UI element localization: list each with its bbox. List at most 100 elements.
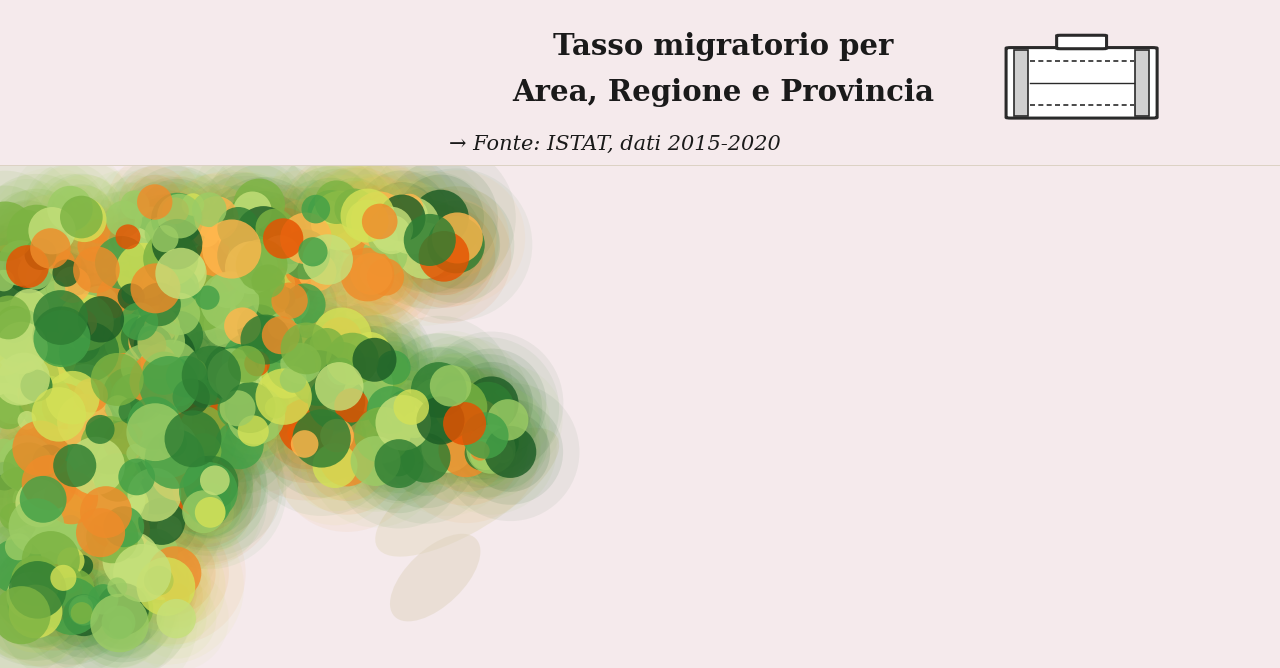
Point [375,272,396,283]
Point [392,212,412,223]
Point [79,347,100,357]
Point [246,410,266,421]
Point [183,199,204,210]
Point [178,263,198,274]
Point [0,342,14,353]
Point [329,381,349,391]
Point [252,402,273,413]
Point [145,283,165,294]
Point [124,200,145,210]
Point [332,332,352,343]
Point [401,401,421,412]
Point [280,248,301,259]
Point [65,479,86,490]
Point [271,337,292,348]
Point [260,292,280,303]
Point [60,556,81,566]
Point [41,501,61,512]
Point [316,340,337,351]
Point [93,594,114,605]
Point [49,468,69,478]
Point [154,368,174,379]
Point [74,605,95,615]
Point [69,492,90,502]
Point [86,265,106,275]
Point [40,352,60,363]
Point [242,255,262,265]
Point [243,426,264,436]
Point [114,522,134,532]
Point [24,600,45,611]
Point [498,415,518,426]
Point [230,232,251,243]
Point [166,613,187,624]
Point [451,401,471,412]
Point [113,375,133,386]
Point [102,413,123,424]
Point [151,516,172,527]
Point [481,398,502,409]
Point [160,253,180,264]
Point [375,272,396,283]
Point [102,519,123,530]
Point [296,343,316,354]
Point [246,410,266,421]
Point [383,362,403,373]
Point [70,338,91,349]
Point [279,295,300,306]
Point [119,603,140,614]
Point [151,337,172,347]
Point [370,216,390,226]
Point [454,418,475,429]
Point [198,204,219,215]
Point [63,392,83,403]
Point [9,330,29,341]
Point [239,402,260,413]
Point [159,443,179,454]
Point [380,224,401,234]
Point [61,492,82,503]
Point [375,250,396,261]
Point [428,399,448,409]
Point [271,337,292,348]
Point [100,440,120,451]
Point [219,296,239,307]
Point [369,214,389,225]
Point [142,408,163,419]
Point [380,405,401,415]
Point [389,402,410,413]
Point [367,267,388,278]
Point [178,263,198,274]
Point [0,312,19,323]
Point [44,587,64,598]
Point [146,454,166,464]
Point [337,454,357,464]
Point [64,460,84,471]
Point [8,542,28,552]
Point [78,420,99,430]
Point [239,355,260,366]
Point [257,276,278,287]
Point [443,248,463,259]
Point [90,301,110,312]
Point [40,352,60,363]
Point [106,454,127,464]
Point [337,454,357,464]
Point [351,395,371,405]
Point [229,376,250,387]
Point [239,355,260,366]
Point [120,335,141,346]
Point [393,398,413,409]
Point [17,261,37,272]
Point [192,297,212,308]
Point [228,403,248,413]
Point [307,267,328,277]
Point [60,530,81,540]
Point [470,413,490,424]
Point [51,333,72,344]
Point [159,522,179,533]
Point [108,455,128,466]
Point [61,601,82,611]
Point [51,331,72,341]
Point [271,278,292,289]
